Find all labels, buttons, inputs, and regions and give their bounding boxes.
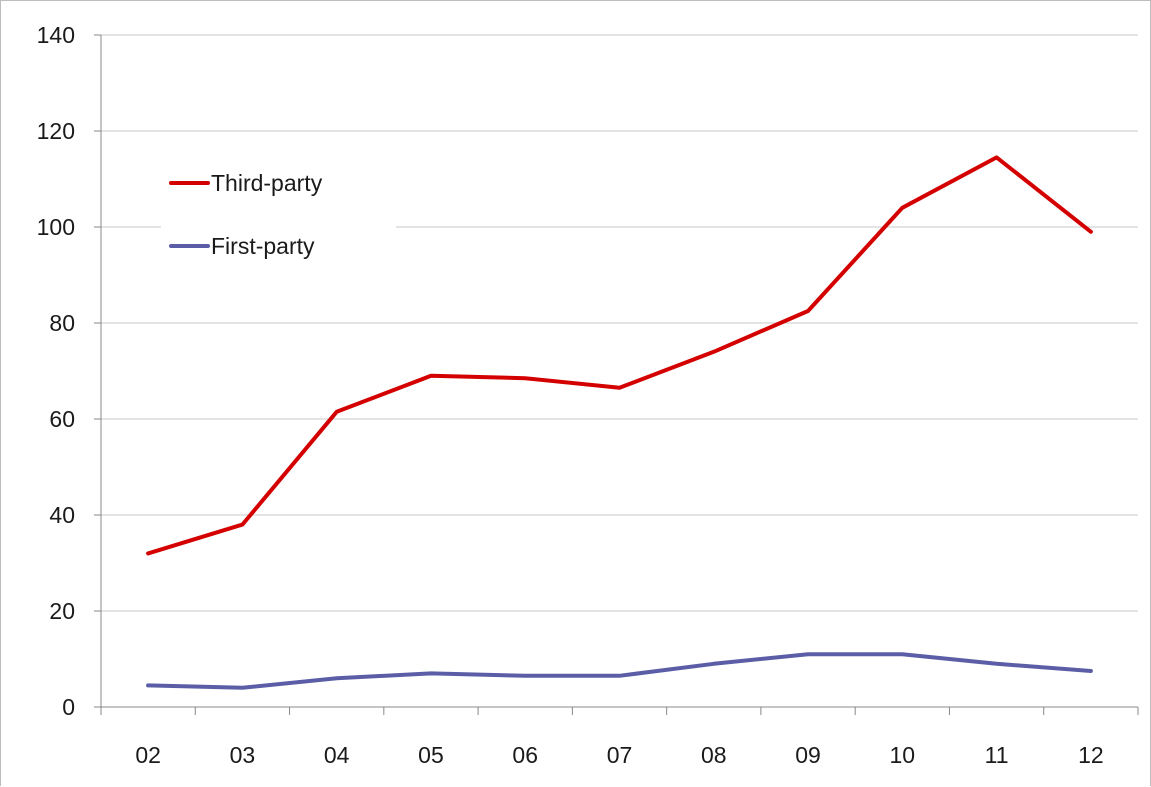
x-tick-label: 08 — [701, 742, 727, 768]
y-tick-label: 120 — [37, 118, 75, 144]
legend: Third-party First-party — [169, 170, 323, 259]
data-point-third-party — [523, 376, 527, 380]
data-point-first-party — [900, 652, 904, 656]
data-point-third-party — [618, 386, 622, 390]
x-tick-label: 02 — [135, 742, 161, 768]
data-point-first-party — [523, 674, 527, 678]
x-tick-label: 11 — [985, 742, 1009, 768]
data-point-first-party — [1089, 669, 1093, 673]
legend-label-first-party: First-party — [211, 233, 315, 259]
x-tick-label: 03 — [230, 742, 256, 768]
series-line-third-party — [146, 155, 1093, 556]
x-tick-label: 10 — [890, 742, 916, 768]
y-tick-label: 80 — [49, 310, 75, 336]
data-point-third-party — [1089, 230, 1093, 234]
x-tick-label: 07 — [607, 742, 633, 768]
data-point-first-party — [146, 683, 150, 687]
data-point-first-party — [240, 686, 244, 690]
legend-background — [161, 151, 396, 281]
data-point-first-party — [995, 662, 999, 666]
axes — [94, 34, 1139, 715]
data-point-first-party — [712, 662, 716, 666]
y-tick-label: 100 — [37, 214, 75, 240]
x-tick-label: 06 — [512, 742, 538, 768]
y-tick-label: 0 — [62, 694, 75, 720]
data-point-third-party — [240, 523, 244, 527]
series-line-first-party — [146, 652, 1093, 690]
y-tick-label: 40 — [49, 502, 75, 528]
y-tick-label: 20 — [49, 598, 75, 624]
series-lines — [146, 155, 1093, 690]
data-point-third-party — [146, 551, 150, 555]
data-point-first-party — [618, 674, 622, 678]
x-tick-label: 04 — [324, 742, 350, 768]
data-point-third-party — [900, 206, 904, 210]
x-tick-label: 12 — [1078, 742, 1104, 768]
x-tick-label: 05 — [418, 742, 444, 768]
x-tick-labels: 02 03 04 05 06 07 08 09 10 11 12 — [135, 742, 1103, 768]
y-tick-label: 60 — [49, 406, 75, 432]
x-tick-label: 09 — [795, 742, 821, 768]
data-point-third-party — [712, 350, 716, 354]
data-point-first-party — [335, 676, 339, 680]
gridlines — [101, 34, 1138, 612]
y-tick-labels: 0 20 40 60 80 100 120 140 — [37, 22, 75, 720]
y-tick-label: 140 — [37, 22, 75, 48]
legend-label-third-party: Third-party — [211, 170, 323, 196]
data-point-third-party — [995, 155, 999, 159]
data-point-first-party — [429, 671, 433, 675]
data-point-third-party — [429, 374, 433, 378]
data-point-third-party — [335, 410, 339, 414]
data-point-first-party — [806, 652, 810, 656]
data-point-third-party — [806, 309, 810, 313]
